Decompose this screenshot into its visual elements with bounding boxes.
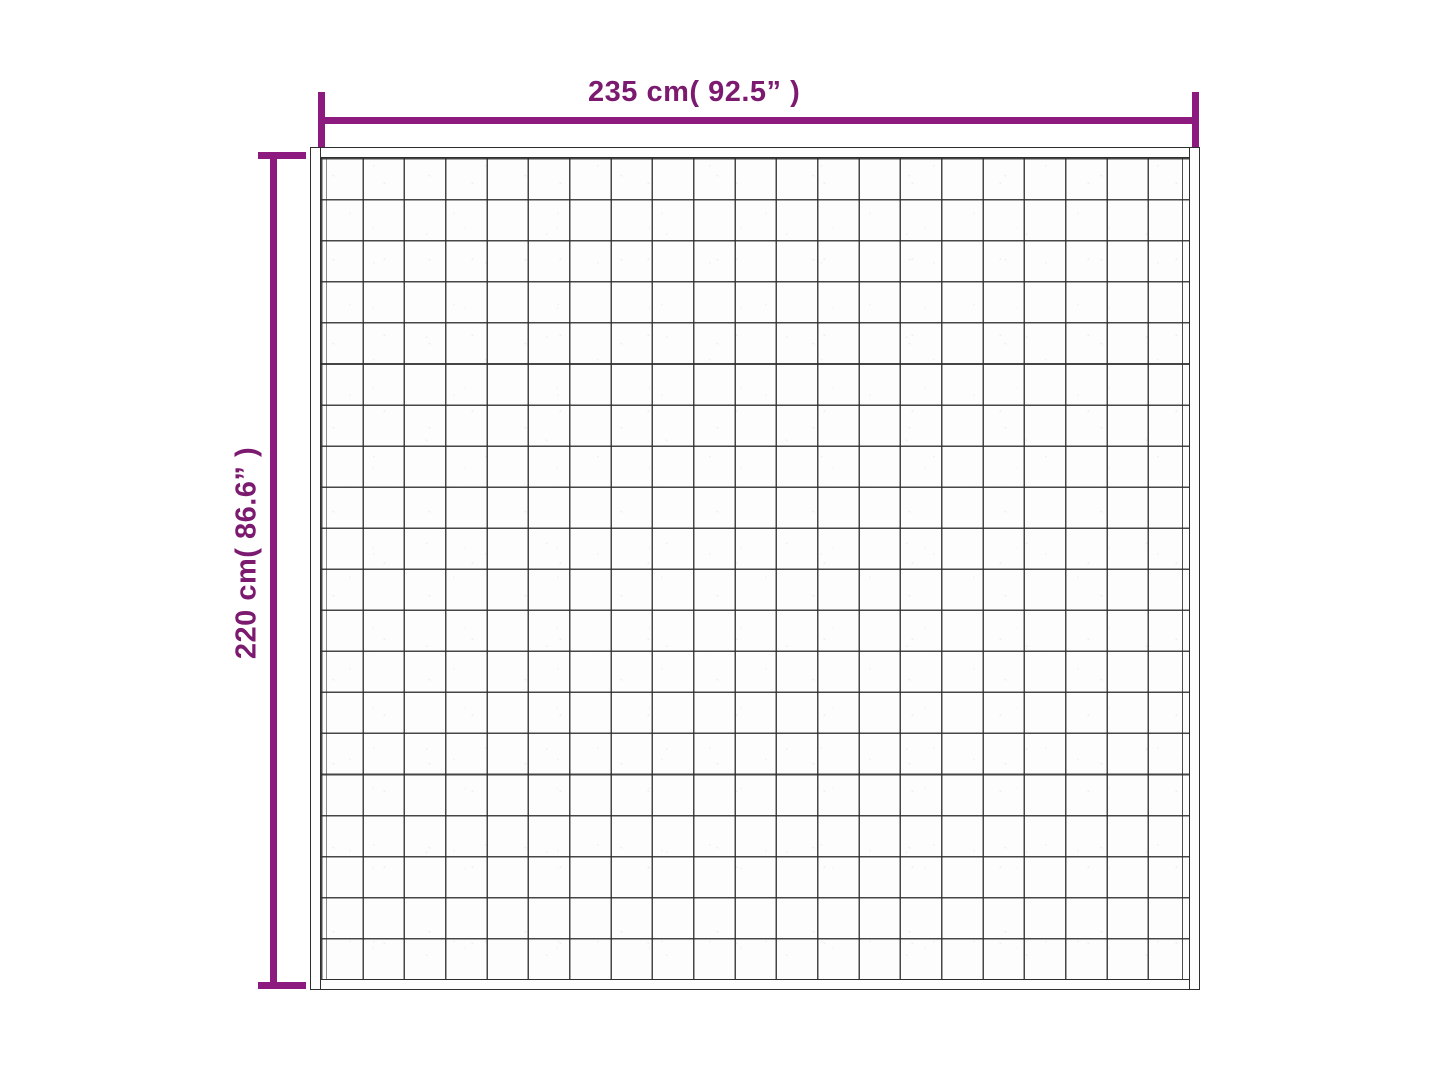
width-dimension-line xyxy=(318,117,1199,124)
height-dimension-line xyxy=(270,152,277,989)
blanket-inner-seam-left xyxy=(326,158,328,979)
blanket-quilt-grid xyxy=(321,158,1189,979)
blanket-hem-bottom xyxy=(310,979,1200,990)
blanket-inner-seam-right xyxy=(1182,158,1184,979)
blanket-hem-right xyxy=(1189,147,1200,990)
width-dimension-cap-right xyxy=(1192,92,1199,150)
height-dimension-label: 220 cm( 86.6” ) xyxy=(230,446,263,660)
blanket-illustration xyxy=(310,147,1200,990)
width-dimension-cap-left xyxy=(318,92,325,150)
height-dimension-cap-top xyxy=(258,152,306,159)
width-dimension-label: 235 cm( 92.5” ) xyxy=(588,76,801,108)
height-dimension-cap-bottom xyxy=(258,982,306,989)
blanket-hem-left xyxy=(310,147,321,990)
blanket-hem-top xyxy=(310,147,1200,158)
